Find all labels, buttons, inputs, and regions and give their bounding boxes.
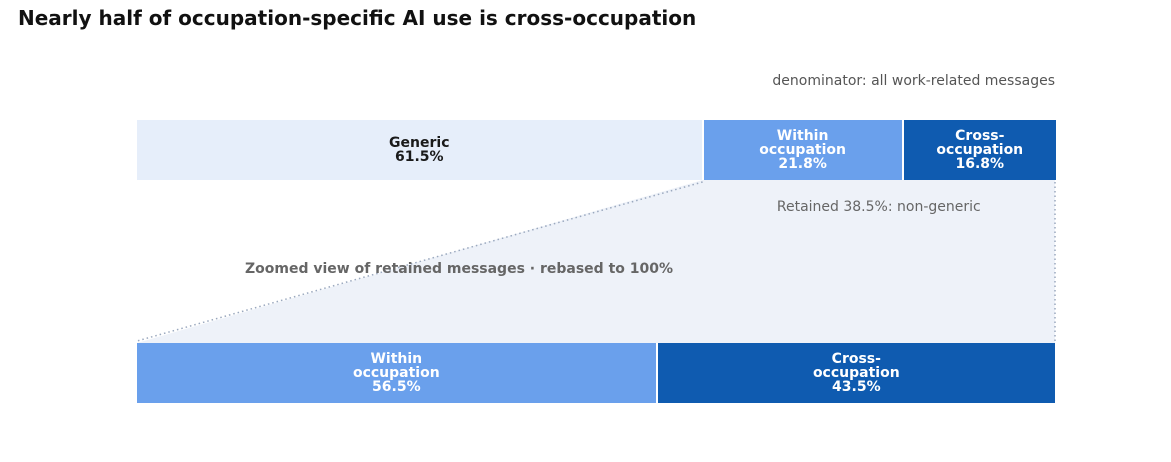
value-label: 56.5% [372, 379, 421, 395]
value-label: 21.8% [778, 156, 827, 172]
segment-label: Generic [389, 135, 450, 151]
value-label: 16.8% [955, 156, 1005, 172]
chart-subtitle: denominator: all work-related messages [772, 73, 1055, 89]
bar-segment: Cross-occupation 43.5% [655, 343, 1055, 403]
segment-label: Cross-occupation [812, 351, 900, 381]
annotation: Retained 38.5%: non-generic [776, 199, 981, 215]
bar-segment: Within occupation 56.5% [137, 343, 656, 403]
bar-segment: Cross-occupation 16.8% [901, 120, 1056, 180]
value-label: 61.5% [394, 149, 444, 165]
value-label: 43.5% [832, 379, 881, 395]
chart-title: Nearly half of occupation-specific AI us… [18, 6, 697, 30]
segment-label: Cross-occupation [936, 128, 1024, 158]
zoom-edge [136, 181, 703, 342]
segment-label: Within occupation [759, 128, 846, 158]
bar-segment: Generic 61.5% [137, 120, 702, 180]
segment-label: Within occupation [352, 351, 440, 381]
bar-segment: Within occupation 21.8% [701, 120, 902, 180]
zoom-area [137, 180, 1055, 343]
annotation: Zoomed view of retained messages · rebas… [244, 261, 674, 277]
